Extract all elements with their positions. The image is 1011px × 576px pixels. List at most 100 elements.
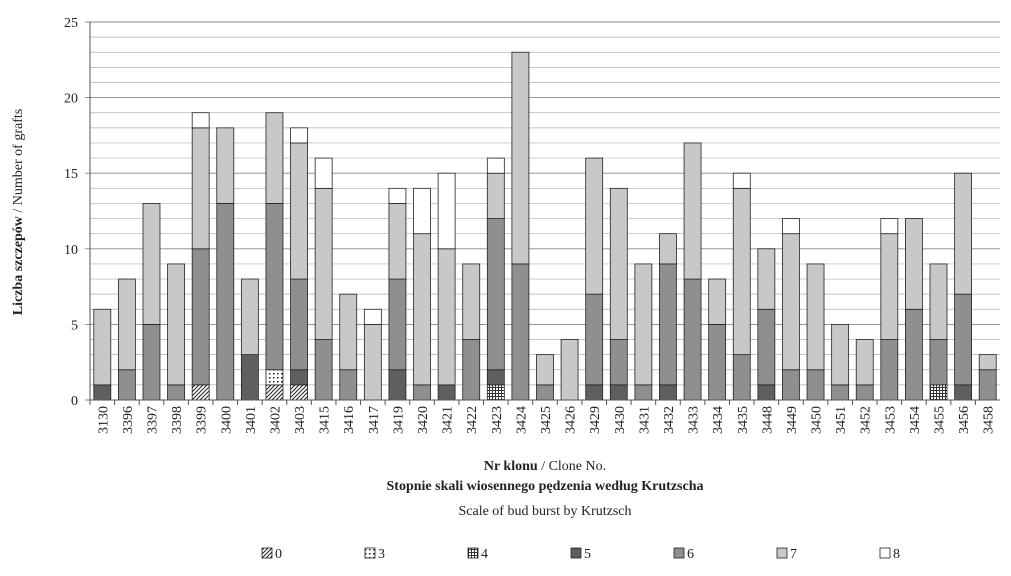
x-tick-label: 3396 — [121, 406, 136, 434]
bar-segment — [142, 323, 161, 401]
bar-segment — [117, 369, 136, 401]
bar-segment — [659, 384, 677, 401]
bar-segment — [560, 339, 579, 401]
bar-segment — [388, 187, 407, 204]
bar-segment — [905, 308, 923, 401]
legend-swatch — [261, 547, 273, 559]
bar-segment — [609, 187, 628, 340]
legend-label: 0 — [275, 547, 282, 562]
bar-segment — [290, 384, 308, 401]
bar-segment — [216, 127, 235, 204]
y-tick-label: 20 — [64, 92, 78, 107]
y-axis-label: Liczba szczepów / Number of grafts — [11, 109, 26, 315]
bar-segment — [314, 157, 333, 189]
legend-swatch — [776, 547, 788, 559]
x-tick-label: 3130 — [96, 406, 111, 434]
bar-segment — [929, 263, 948, 340]
y-label-rest: / Number of grafts — [11, 109, 26, 213]
bar-segment — [511, 51, 530, 265]
bar-segment — [929, 339, 948, 386]
bar-segment — [290, 369, 308, 386]
y-tick-label: 15 — [64, 167, 78, 182]
bar-segment — [536, 354, 554, 386]
bar-segment — [216, 203, 235, 401]
bar-segment — [191, 127, 210, 250]
bar-segment — [142, 203, 161, 325]
bar-segment — [363, 308, 382, 325]
bar-segment — [806, 263, 825, 371]
bar-segment — [437, 172, 456, 250]
legend-label: 5 — [584, 547, 591, 562]
x-tick-label: 3425 — [539, 406, 554, 434]
bar-segment — [339, 369, 358, 401]
legend-label: 6 — [687, 547, 694, 562]
bar-segment — [782, 233, 800, 371]
x-tick-label: 3419 — [391, 406, 406, 434]
bar-segment — [978, 354, 997, 371]
bar-segment — [191, 248, 210, 386]
bar-segment — [831, 384, 850, 401]
bar-segment — [929, 384, 948, 401]
bar-segment — [486, 172, 505, 219]
bar-segment — [905, 218, 923, 310]
bar-segment — [683, 142, 702, 280]
x-label-bold: Nr klonu — [484, 459, 538, 474]
y-tick-label: 10 — [64, 243, 78, 258]
bar-segment — [634, 263, 653, 386]
bar-segment — [585, 384, 604, 401]
x-tick-label: 3450 — [810, 406, 825, 434]
legend-swatch — [570, 547, 582, 559]
y-label-bold: Liczba szczepów — [11, 215, 26, 315]
x-tick-label: 3426 — [564, 406, 579, 434]
bar-segment — [388, 203, 407, 280]
bar-segment — [634, 384, 653, 401]
bar-segment — [240, 354, 259, 401]
x-tick-label: 3455 — [933, 406, 948, 434]
bar-segment — [757, 308, 776, 386]
bar-segment — [93, 384, 112, 401]
bar-segment — [511, 263, 530, 401]
bar-segment — [732, 354, 751, 401]
bar-segment — [954, 384, 973, 401]
x-tick-label: 3448 — [760, 406, 775, 434]
bar-segment — [609, 339, 628, 386]
x-tick-label: 3400 — [219, 406, 234, 434]
bar-segment — [265, 384, 284, 401]
legend-label: 3 — [378, 547, 385, 562]
bar-segment — [757, 384, 776, 401]
bar-segment — [167, 384, 185, 401]
legend-swatch — [364, 547, 376, 559]
bar-segment — [413, 384, 431, 401]
y-tick-label: 5 — [71, 318, 78, 333]
bar-segment — [708, 278, 727, 325]
x-tick-label: 3398 — [170, 406, 185, 434]
bar-segment — [659, 233, 677, 265]
legend-label: 8 — [893, 547, 900, 562]
bar-segment — [265, 369, 284, 386]
bar-segment — [855, 384, 874, 401]
x-tick-label: 3453 — [883, 406, 898, 434]
bar-segment — [462, 339, 481, 401]
bar-segment — [732, 187, 751, 356]
x-tick-label: 3422 — [465, 406, 480, 434]
bar-segment — [290, 142, 308, 280]
bar-segment — [659, 263, 677, 386]
bar-segment — [880, 233, 899, 340]
bar-segment — [167, 263, 185, 386]
x-tick-label: 3431 — [637, 406, 652, 434]
bar-segment — [290, 278, 308, 371]
bar-segment — [314, 339, 333, 401]
x-tick-label: 3435 — [736, 406, 751, 434]
x-tick-label: 3416 — [342, 406, 357, 434]
bar-segment — [486, 384, 505, 401]
bar-segment — [314, 187, 333, 340]
bar-segment — [413, 233, 431, 386]
x-label-rest: / Clone No. — [541, 459, 606, 474]
x-tick-label: 3449 — [785, 406, 800, 434]
x-tick-label: 3432 — [662, 406, 677, 434]
x-tick-label: 3420 — [416, 406, 431, 434]
legend-title-bold: Stopnie skali wiosennego pędzenia według… — [387, 479, 704, 494]
bar-segment — [880, 339, 899, 401]
bar-segment — [683, 278, 702, 401]
bar-segment — [191, 112, 210, 129]
